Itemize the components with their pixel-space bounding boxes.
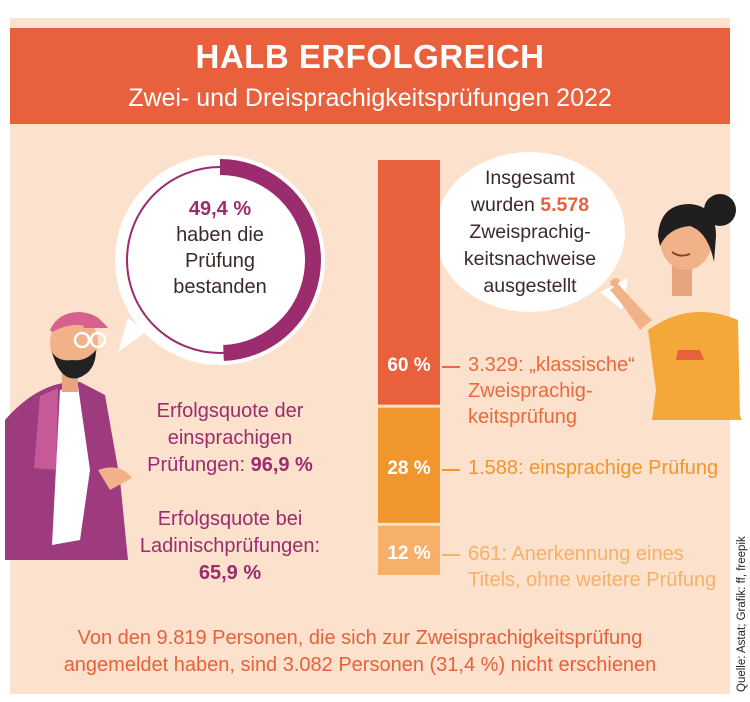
speech-bubble-tail <box>118 318 146 352</box>
bar-segment-classic <box>378 160 440 405</box>
pass-rate-value: 49,4 % <box>188 198 252 220</box>
tick-recognition <box>442 554 460 556</box>
donut-text-line3: bestanden <box>173 276 267 298</box>
mono-rate-line1: Erfolgsquote der <box>156 400 304 422</box>
segment-desc-classic-line2: Zweisprachig- <box>468 380 593 402</box>
bar-segment-recognition <box>378 525 440 575</box>
total-bubble-text: Insgesamt wurden 5.578 Zweisprachig- kei… <box>455 165 605 300</box>
stacked-bar-chart <box>378 160 440 575</box>
bubble-total: 5.578 <box>540 194 590 216</box>
woman-illustration-icon <box>610 194 742 420</box>
header-banner: HALB ERFOLGREICH Zwei- und Dreisprachigk… <box>10 28 730 124</box>
segment-desc-recognition-line1: 661: Anerkennung eines <box>468 543 684 565</box>
segment-desc-recognition: 661: Anerkennung eines Titels, ohne weit… <box>468 541 716 593</box>
donut-chart <box>126 159 321 361</box>
mono-success-rate: Erfolgsquote der einsprachigen Prüfungen… <box>140 398 320 479</box>
segment-desc-classic: 3.329: „klassische“ Zweisprachig- keitsp… <box>468 352 635 430</box>
donut-text-line2: Prüfung <box>184 250 256 272</box>
ladin-success-rate: Erfolgsquote bei Ladinischprüfungen: 65,… <box>130 506 330 587</box>
ladin-rate-line1: Erfolgsquote bei <box>157 508 303 530</box>
mono-rate-value: 96,9 % <box>250 454 313 476</box>
segment-percent-classic: 60 % <box>387 355 431 376</box>
bubble-line2: wurden <box>470 194 541 216</box>
bubble-line1: Insgesamt <box>485 167 575 189</box>
mono-rate-line2: einsprachigen <box>167 427 293 449</box>
footer-note: Von den 9.819 Personen, die sich zur Zwe… <box>40 625 680 679</box>
segment-desc-mono: 1.588: einsprachige Prüfung <box>468 457 719 479</box>
tick-mono <box>442 469 460 471</box>
speech-bubble-right <box>435 152 625 312</box>
segment-desc-recognition-line2: Titels, ohne weitere Prüfung <box>468 569 717 591</box>
donut-label: 49,4 % haben die Prüfung bestanden <box>150 196 290 300</box>
segment-desc-classic-line1: 3.329: „klassische“ <box>468 354 635 376</box>
donut-text-line1: haben die <box>176 224 264 246</box>
donut-arc-passed <box>219 159 321 361</box>
footer-line1: Von den 9.819 Personen, die sich zur Zwe… <box>77 627 643 649</box>
donut-bubble <box>115 155 325 365</box>
source-credit: Quelle: Astat; Grafik: ff, freepik <box>736 536 748 692</box>
ladin-rate-value: 65,9 % <box>198 562 262 584</box>
ladin-rate-line2: Ladinischprüfungen: <box>139 535 321 557</box>
bubble-line3: Zweisprachig- <box>469 221 591 243</box>
infographic-background <box>10 18 730 694</box>
tick-classic <box>442 366 460 368</box>
segment-desc-classic-line3: keitsprüfung <box>468 406 577 428</box>
page-title: HALB ERFOLGREICH <box>195 38 545 75</box>
mono-rate-line3: Prüfungen: <box>147 454 251 476</box>
bar-segment-mono <box>378 407 440 523</box>
bubble-line4: keitsnachweise <box>463 248 597 270</box>
man-illustration-icon <box>5 312 132 560</box>
page-subtitle: Zwei- und Dreisprachigkeitsprüfungen 202… <box>128 84 612 112</box>
bubble-line5: ausgestellt <box>483 275 577 297</box>
footer-line2: angemeldet haben, sind 3.082 Personen (3… <box>63 654 657 676</box>
segment-percent-recognition: 12 % <box>387 543 431 564</box>
segment-percent-mono: 28 % <box>387 458 431 479</box>
